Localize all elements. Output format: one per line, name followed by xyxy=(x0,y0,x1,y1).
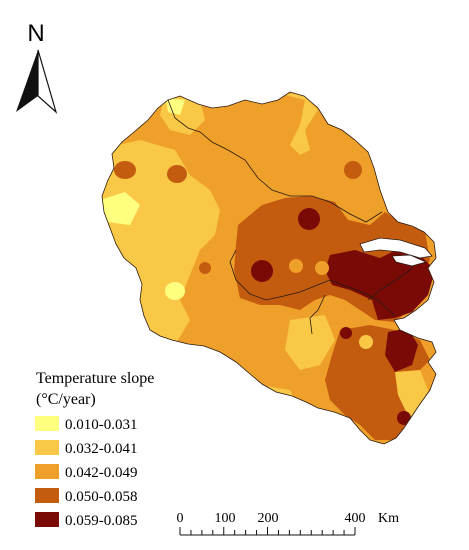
province-border-west xyxy=(229,249,396,317)
legend-title-line2: (°C/year) xyxy=(36,391,96,408)
north-arrow-right-half xyxy=(37,49,58,114)
scale-tick-label-200: 200 xyxy=(258,511,279,526)
zone-0-059-0-085-spot-s xyxy=(397,411,411,425)
legend-title-line1: Temperature slope xyxy=(36,370,154,387)
zone-0-059-0-085-east xyxy=(325,248,435,320)
province-border-south xyxy=(309,294,326,335)
province-border-north xyxy=(167,99,383,223)
temperature-surface xyxy=(102,92,436,444)
legend-label-1: 0.032-0.041 xyxy=(65,441,138,457)
legend-swatch-2 xyxy=(35,464,59,479)
legend-label-2: 0.042-0.049 xyxy=(65,465,138,481)
zone-0-042-0-049-spot-c2 xyxy=(315,261,329,275)
legend-swatch-3 xyxy=(35,488,59,503)
zone-0-059-0-085-spot-w xyxy=(251,260,273,282)
zone-0-010-0-031-spot xyxy=(165,282,185,300)
zone-0-050-0-058-spot-w xyxy=(199,262,211,274)
north-letter: N xyxy=(27,20,44,47)
legend-label-3: 0.050-0.058 xyxy=(65,489,138,505)
zone-0-059-0-085-southeast xyxy=(385,328,418,372)
zone-0-032-0-041-northeast xyxy=(285,92,318,155)
scale-tick-label-0: 0 xyxy=(177,511,184,526)
scale-tick-label-100: 100 xyxy=(215,511,236,526)
legend-swatch-1 xyxy=(35,440,59,455)
scale-bar: 0 100 200 400 Km xyxy=(177,511,399,536)
zone-0-050-0-058-spot-n xyxy=(167,165,187,183)
zone-0-059-0-085-spot-c xyxy=(340,327,352,339)
north-arrow: N xyxy=(16,20,58,114)
zone-0-042-0-049-spot-c1 xyxy=(289,259,303,273)
zone-0-050-0-058-spot-ne xyxy=(344,161,362,179)
zone-0-032-0-041-central xyxy=(285,315,335,370)
zone-0-050-0-058-spot-nw xyxy=(114,161,136,179)
north-arrow-left-half xyxy=(16,50,38,112)
scale-ticks xyxy=(179,527,356,535)
legend-items: 0.010-0.031 0.032-0.041 0.042-0.049 0.050-0… xyxy=(35,416,138,529)
zone-0-032-0-041-spot-s xyxy=(359,335,373,349)
legend-swatch-0 xyxy=(35,416,59,431)
small-island xyxy=(391,254,428,267)
scale-tick-label-400: 400 xyxy=(345,511,366,526)
legend-label-0: 0.010-0.031 xyxy=(65,417,138,433)
chongming-island xyxy=(359,237,433,259)
legend: Temperature slope (°C/year) 0.010-0.0310… xyxy=(35,370,154,529)
legend-label-4: 0.059-0.085 xyxy=(65,513,138,529)
legend-swatch-4 xyxy=(35,512,59,527)
estuary-islands xyxy=(359,237,433,267)
zone-0-010-0-031-north xyxy=(166,98,185,115)
zone-0-010-0-031-west xyxy=(102,192,140,225)
zone-0-059-0-085-spot-n xyxy=(298,208,320,230)
scale-unit: Km xyxy=(378,511,399,526)
